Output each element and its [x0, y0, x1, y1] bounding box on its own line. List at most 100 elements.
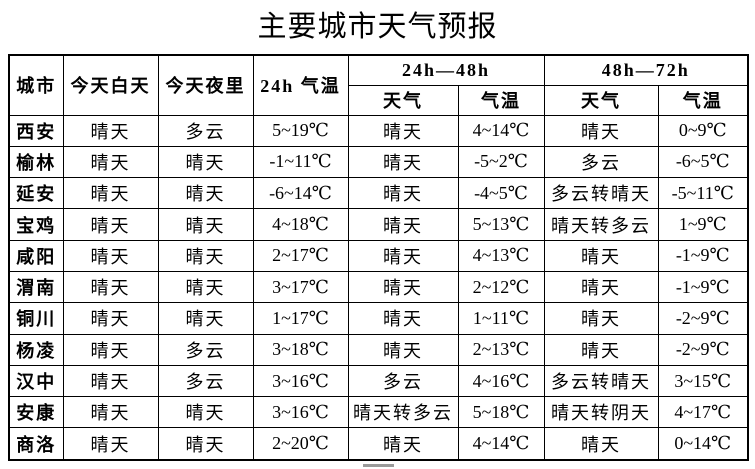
today-night-cell: 晴天 [157, 145, 254, 179]
weather-48-72-cell: 多云转晴天 [543, 177, 659, 210]
weather-24-48-cell: 晴天 [347, 114, 459, 147]
header-24h-temp: 24h 气温 [252, 54, 349, 116]
weather-24-48-cell: 多云 [347, 364, 459, 398]
today-day-cell: 晴天 [62, 302, 159, 335]
today-day-cell: 晴天 [62, 177, 159, 210]
today-day-cell: 晴天 [62, 239, 159, 272]
today-night-cell: 晴天 [157, 208, 254, 241]
weather-24-48-cell: 晴天 [347, 427, 459, 461]
header-range-48-72: 48h—72h [543, 54, 749, 86]
today-day-cell: 晴天 [62, 270, 159, 304]
temp-48-72-cell: -1~9℃ [657, 239, 749, 272]
partial-bottom-bar [363, 464, 394, 467]
today-night-cell: 多云 [157, 364, 254, 398]
city-cell: 杨凌 [8, 333, 64, 366]
temp-48-72-cell: -6~5℃ [657, 145, 749, 179]
table-row: 商洛 晴天 晴天 2~20℃ 晴天 4~14℃ 晴天 0~14℃ [8, 427, 749, 461]
temp-24h-cell: 3~18℃ [252, 333, 349, 366]
table-row: 杨凌 晴天 多云 3~18℃ 晴天 2~13℃ 晴天 -2~9℃ [8, 333, 749, 366]
header-city: 城市 [8, 54, 64, 116]
temp-24-48-cell: 5~18℃ [457, 396, 545, 429]
table-row: 咸阳 晴天 晴天 2~17℃ 晴天 4~13℃ 晴天 -1~9℃ [8, 239, 749, 272]
temp-48-72-cell: 0~9℃ [657, 114, 749, 147]
temp-48-72-cell: 1~9℃ [657, 208, 749, 241]
today-night-cell: 晴天 [157, 270, 254, 304]
temp-24-48-cell: 4~14℃ [457, 114, 545, 147]
today-day-cell: 晴天 [62, 333, 159, 366]
table-row: 铜川 晴天 晴天 1~17℃ 晴天 1~11℃ 晴天 -2~9℃ [8, 302, 749, 335]
today-night-cell: 多云 [157, 114, 254, 147]
header-temp-24-48: 气温 [457, 84, 545, 116]
today-day-cell: 晴天 [62, 364, 159, 398]
temp-48-72-cell: -1~9℃ [657, 270, 749, 304]
weather-48-72-cell: 晴天 [543, 114, 659, 147]
header-weather-24-48: 天气 [347, 84, 459, 116]
weather-24-48-cell: 晴天转多云 [347, 396, 459, 429]
today-night-cell: 晴天 [157, 396, 254, 429]
page-title: 主要城市天气预报 [257, 9, 498, 43]
weather-forecast-table: 城市 今天白天 今天夜里 24h 气温 24h—48h 48h—72h 天气 气… [8, 54, 749, 461]
weather-48-72-cell: 晴天 [543, 270, 659, 304]
city-cell: 延安 [8, 177, 64, 210]
city-cell: 西安 [8, 114, 64, 147]
temp-24h-cell: 4~18℃ [252, 208, 349, 241]
header-weather-48-72: 天气 [543, 84, 659, 116]
temp-24h-cell: 2~20℃ [252, 427, 349, 461]
weather-48-72-cell: 晴天 [543, 333, 659, 366]
city-cell: 渭南 [8, 270, 64, 304]
temp-24-48-cell: 4~14℃ [457, 427, 545, 461]
header-today-day: 今天白天 [62, 54, 159, 116]
city-cell: 榆林 [8, 145, 64, 179]
weather-24-48-cell: 晴天 [347, 333, 459, 366]
table-row: 西安 晴天 多云 5~19℃ 晴天 4~14℃ 晴天 0~9℃ [8, 114, 749, 147]
weather-24-48-cell: 晴天 [347, 177, 459, 210]
header-row-top: 城市 今天白天 今天夜里 24h 气温 24h—48h 48h—72h [8, 54, 749, 116]
today-night-cell: 晴天 [157, 177, 254, 210]
temp-24h-cell: -6~14℃ [252, 177, 349, 210]
temp-24-48-cell: 5~13℃ [457, 208, 545, 241]
temp-24-48-cell: 4~16℃ [457, 364, 545, 398]
header-today-night: 今天夜里 [157, 54, 254, 116]
temp-24h-cell: 3~16℃ [252, 396, 349, 429]
weather-48-72-cell: 晴天 [543, 302, 659, 335]
weather-24-48-cell: 晴天 [347, 270, 459, 304]
weather-24-48-cell: 晴天 [347, 239, 459, 272]
temp-24h-cell: 5~19℃ [252, 114, 349, 147]
table-row: 安康 晴天 晴天 3~16℃ 晴天转多云 5~18℃ 晴天转阴天 4~17℃ [8, 396, 749, 429]
temp-48-72-cell: -5~11℃ [657, 177, 749, 210]
table-row: 渭南 晴天 晴天 3~17℃ 晴天 2~12℃ 晴天 -1~9℃ [8, 270, 749, 304]
weather-48-72-cell: 晴天转阴天 [543, 396, 659, 429]
today-night-cell: 晴天 [157, 239, 254, 272]
today-day-cell: 晴天 [62, 427, 159, 461]
temp-48-72-cell: -2~9℃ [657, 302, 749, 335]
weather-24-48-cell: 晴天 [347, 208, 459, 241]
city-cell: 汉中 [8, 364, 64, 398]
weather-24-48-cell: 晴天 [347, 145, 459, 179]
temp-24-48-cell: 4~13℃ [457, 239, 545, 272]
temp-24-48-cell: 1~11℃ [457, 302, 545, 335]
temp-24-48-cell: 2~12℃ [457, 270, 545, 304]
today-day-cell: 晴天 [62, 145, 159, 179]
today-night-cell: 多云 [157, 333, 254, 366]
temp-48-72-cell: -2~9℃ [657, 333, 749, 366]
today-night-cell: 晴天 [157, 427, 254, 461]
city-cell: 安康 [8, 396, 64, 429]
table-body: 西安 晴天 多云 5~19℃ 晴天 4~14℃ 晴天 0~9℃ 榆林 晴天 晴天 -1~11℃ 晴天 -5… [8, 114, 749, 461]
temp-24-48-cell: 2~13℃ [457, 333, 545, 366]
temp-24-48-cell: -4~5℃ [457, 177, 545, 210]
today-night-cell: 晴天 [157, 302, 254, 335]
temp-24-48-cell: -5~2℃ [457, 145, 545, 179]
weather-48-72-cell: 晴天 [543, 239, 659, 272]
temp-24h-cell: -1~11℃ [252, 145, 349, 179]
table-row: 汉中 晴天 多云 3~16℃ 多云 4~16℃ 多云转晴天 3~15℃ [8, 364, 749, 398]
today-day-cell: 晴天 [62, 114, 159, 147]
weather-48-72-cell: 多云 [543, 145, 659, 179]
header-range-24-48: 24h—48h [347, 54, 545, 86]
temp-24h-cell: 1~17℃ [252, 302, 349, 335]
temp-24h-cell: 2~17℃ [252, 239, 349, 272]
today-day-cell: 晴天 [62, 396, 159, 429]
city-cell: 商洛 [8, 427, 64, 461]
table-row: 榆林 晴天 晴天 -1~11℃ 晴天 -5~2℃ 多云 -6~5℃ [8, 145, 749, 179]
temp-48-72-cell: 4~17℃ [657, 396, 749, 429]
